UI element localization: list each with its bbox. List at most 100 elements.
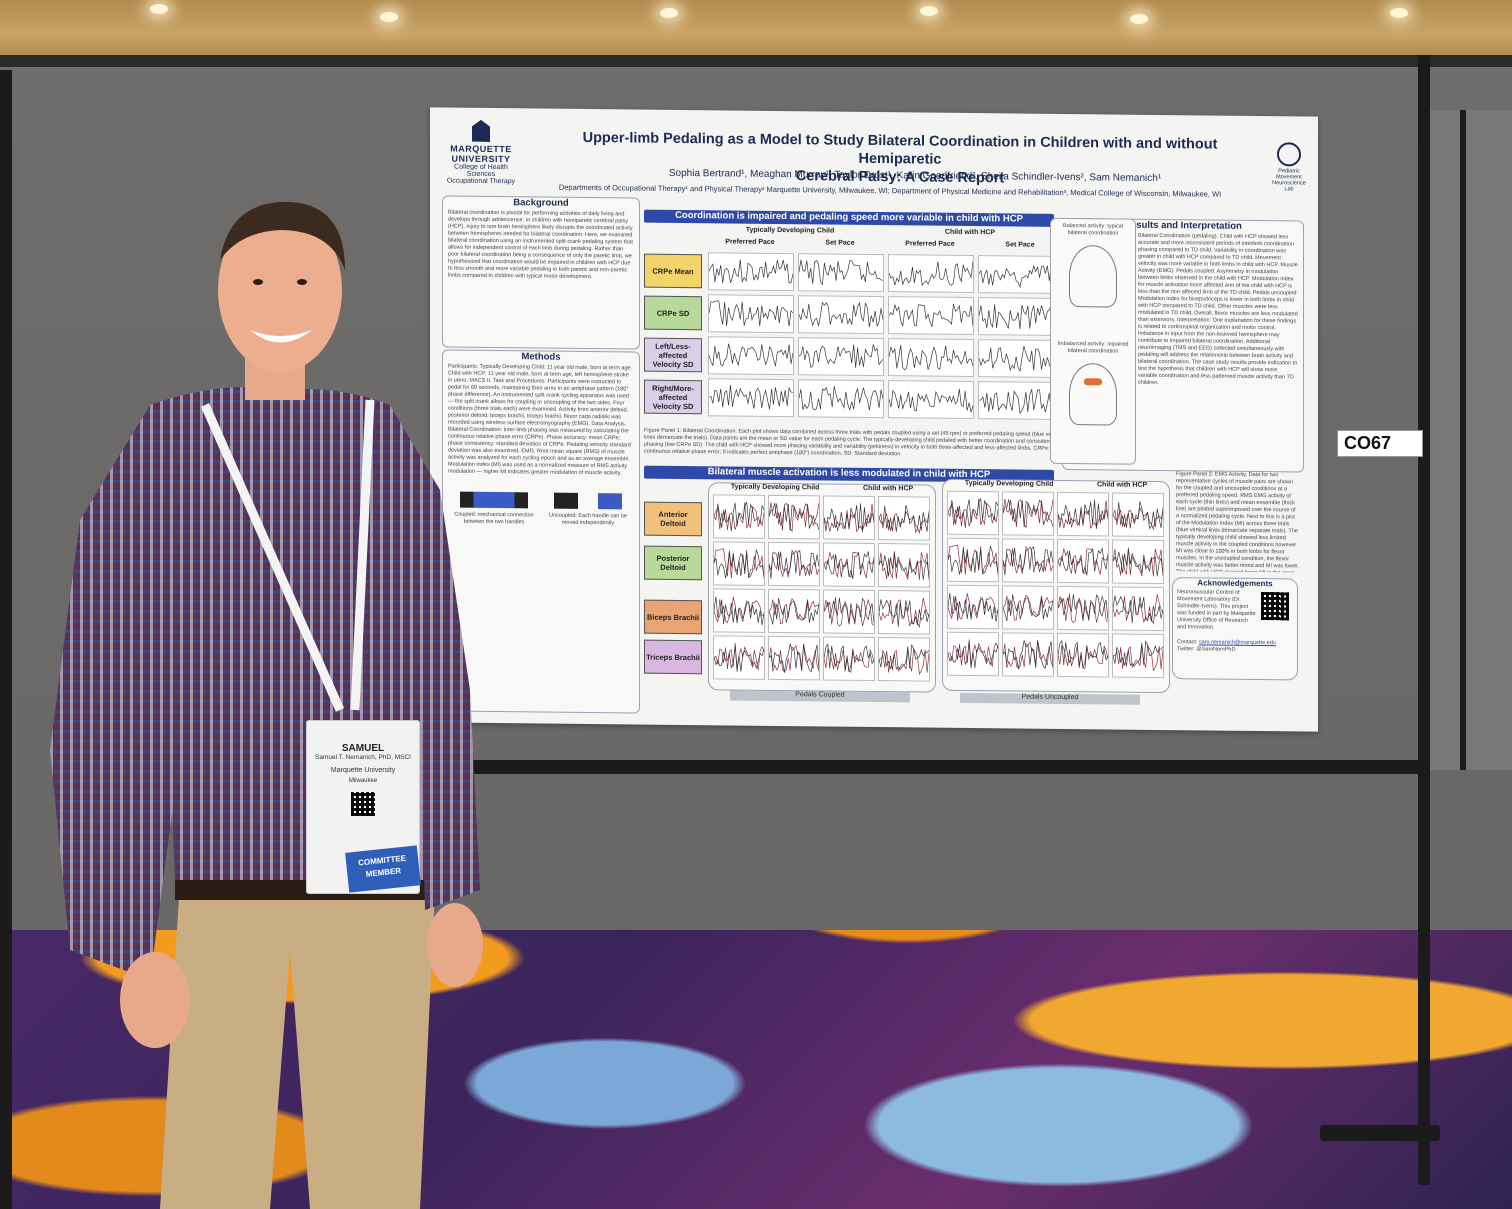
results-diagram: Balanced activity: typical bilateral coo… [1050, 217, 1136, 465]
tower-icon [472, 120, 490, 142]
mini-plot [878, 637, 930, 682]
row-label-posterior-deltoid: Posterior Deltoid [644, 545, 702, 581]
lanyard [200, 399, 375, 712]
td-preferred-header: Preferred Pace [725, 238, 775, 246]
hcp-group-header: Child with HCP [944, 228, 996, 237]
td-set-header: Set Pace [825, 239, 855, 247]
adjacent-board [1420, 110, 1512, 770]
mini-plot [708, 378, 794, 418]
mini-plot [823, 495, 875, 541]
mini-plot [888, 254, 974, 294]
emg-uncoupled-group: Typically Developing Child Child with HC… [942, 478, 1170, 694]
mini-plot [713, 541, 765, 586]
uncoupled-crank-icon [554, 492, 622, 510]
mini-plot [1112, 539, 1164, 585]
ceiling-light [380, 12, 398, 22]
mini-plot [708, 336, 794, 376]
left-eye [253, 279, 263, 285]
acknowledgements-text: Neuromuscular Control of Movement Labora… [1177, 589, 1256, 631]
mini-plot [708, 252, 794, 292]
emg-uncoupled-plots [943, 487, 1169, 682]
td-group-header: Typically Developing Child [745, 226, 835, 235]
presenter-person [50, 201, 483, 1209]
trousers [160, 880, 435, 1209]
emg-uncoupled-td-header: Typically Developing Child [964, 479, 1054, 488]
emg-coupled-plots [709, 490, 935, 685]
mini-plot [713, 494, 765, 539]
emg-coupled-hcp-header: Child with HCP [863, 484, 914, 493]
mini-plot [1112, 633, 1164, 679]
name-badge: SAMUEL Samuel T. Nemanich, PhD, MSCI Mar… [306, 720, 421, 894]
mini-plot [878, 543, 930, 588]
balanced-brain-icon [1069, 245, 1117, 308]
mini-plot [798, 337, 884, 377]
figure2-caption: Figure Panel 2: EMG Activity. Data for t… [1176, 471, 1300, 573]
coordination-banner: Coordination is impaired and pedaling sp… [644, 209, 1054, 227]
board-pole [0, 70, 12, 1209]
left-arm [50, 405, 180, 980]
research-poster: MARQUETTE UNIVERSITY College of Health S… [430, 107, 1318, 732]
board-rail [420, 760, 1420, 774]
badge-first-name: SAMUEL [341, 743, 385, 754]
qr-code-icon [1261, 592, 1289, 621]
row-label-left-velocity-sd: Left/Less-affected Velocity SD [644, 337, 702, 373]
mini-plot [768, 588, 820, 634]
mini-plot [1112, 492, 1164, 538]
mini-plot [823, 636, 875, 682]
row-label-crpe-mean: CRPe Mean [644, 253, 702, 289]
row-label-anterior-deltoid: Anterior Deltoid [644, 501, 702, 537]
contact-twitter: Twitter: @SamNemPhD [1177, 646, 1236, 653]
mini-plot [978, 381, 1064, 420]
mini-plot [768, 494, 820, 540]
mini-plot [713, 588, 765, 633]
mini-plot [713, 635, 765, 680]
ceiling-light [660, 8, 678, 18]
mini-plot [1002, 632, 1054, 677]
university-name: MARQUETTE UNIVERSITY [450, 143, 512, 165]
uncoupled-label: Uncoupled: Each handle can be moved inde… [549, 512, 627, 527]
figure1-caption: Figure Panel 1: Bilateral Coordination. … [644, 427, 1064, 458]
pedals-coupled-label: Pedals Coupled [730, 690, 910, 703]
imbalanced-brain-icon [1069, 363, 1117, 426]
mini-plot [823, 589, 875, 635]
right-eye [297, 279, 307, 285]
balanced-label: Balanced activity: typical bilateral coo… [1063, 222, 1123, 237]
lab-logo: Pediatric Movement Neuroscience Lab [1268, 142, 1310, 200]
lab-logo-icon [1277, 142, 1301, 167]
university-logo: MARQUETTE UNIVERSITY College of Health S… [440, 119, 522, 185]
mini-plot [798, 295, 884, 335]
badge-full-name: Samuel T. Nemanich, PhD, MSCI [315, 754, 411, 761]
contact-email: sam.nemanich@marquette.edu [1199, 639, 1276, 647]
mini-plot [1112, 586, 1164, 632]
mini-plot [888, 338, 974, 378]
college-name: College of Health Sciences [454, 163, 508, 179]
emg-coupled-td-header: Typically Developing Child [730, 483, 820, 492]
mini-plot [1002, 538, 1054, 583]
right-hand [427, 903, 483, 987]
board-pole [1418, 55, 1430, 1185]
mini-plot [798, 379, 884, 419]
badge-city: Milwaukee [348, 778, 378, 784]
ceiling-light [920, 6, 938, 16]
mini-plot [888, 380, 974, 420]
acknowledgements-body: Neuromuscular Control of Movement Labora… [1173, 587, 1297, 640]
lab-logo-text: Pediatric Movement Neuroscience Lab [1272, 168, 1306, 193]
row-label-biceps: Biceps Brachii [644, 599, 702, 635]
mini-plot [978, 297, 1064, 336]
mini-plot [888, 296, 974, 336]
contact-label: Contact: [1177, 639, 1198, 646]
coordination-plots [708, 252, 1064, 420]
mini-plot [1002, 491, 1054, 536]
mini-plot [878, 496, 930, 541]
smile [250, 330, 312, 343]
badge-organization: Marquette University [330, 767, 396, 774]
mini-plot [768, 541, 820, 587]
board-frame [0, 55, 1512, 67]
mini-plot [1057, 491, 1109, 537]
mini-plot [878, 590, 930, 635]
hcp-set-header: Set Pace [1005, 241, 1035, 249]
emg-uncoupled-hcp-header: Child with HCP [1097, 481, 1148, 489]
mini-plot [978, 255, 1064, 294]
acknowledgements-section: Acknowledgements Neuromuscular Control o… [1172, 577, 1298, 681]
pedals-uncoupled-label: Pedals Uncoupled [960, 692, 1140, 705]
